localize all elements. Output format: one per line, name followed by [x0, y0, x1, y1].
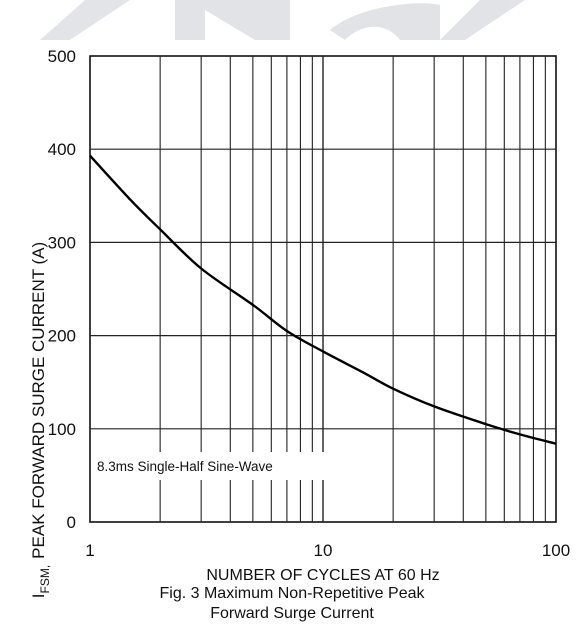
- series-line: [89, 154, 557, 445]
- y-tick-label: 0: [67, 513, 76, 532]
- y-tick-label: 100: [48, 420, 76, 439]
- x-tick-label: 10: [314, 541, 333, 560]
- y-tick-label: 300: [48, 233, 76, 252]
- annotation-text: 8.3ms Single-Half Sine-Wave: [97, 459, 273, 474]
- annotation-box: [92, 452, 338, 480]
- svg-text:IFSM,PEAK FORWARD SURGE CURREN: IFSM, PEAK FORWARD SURGE CURRENT (A): [29, 242, 52, 598]
- grid-lines: [90, 56, 556, 522]
- y-tick-labels: 0 100 200 300 400 500: [48, 47, 76, 532]
- x-axis-label: NUMBER OF CYCLES AT 60 Hz: [206, 567, 439, 584]
- y-tick-label: 500: [48, 47, 76, 66]
- figure-caption-line1: Fig. 3 Maximum Non-Repetitive Peak: [159, 585, 425, 602]
- x-tick-labels: 1 10 100: [85, 541, 570, 560]
- y-axis-label-text: PEAK FORWARD SURGE CURRENT (A): [29, 242, 48, 559]
- y-tick-label: 200: [48, 327, 76, 346]
- series-path: [89, 154, 557, 445]
- x-tick-label: 1: [85, 541, 94, 560]
- watermark: [40, 0, 525, 41]
- x-tick-label: 100: [542, 541, 570, 560]
- y-tick-label: 400: [48, 140, 76, 159]
- y-axis-label-subscript: FSM,: [38, 565, 52, 594]
- y-axis-label-prefix: I: [29, 594, 48, 599]
- y-axis-label: IFSM, PEAK FORWARD SURGE CURRENT (A): [29, 242, 52, 598]
- figure-caption-line2: Forward Surge Current: [210, 605, 374, 622]
